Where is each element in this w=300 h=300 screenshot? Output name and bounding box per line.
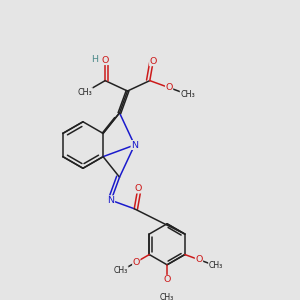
Text: CH₃: CH₃ bbox=[160, 293, 174, 300]
Text: O: O bbox=[134, 184, 142, 193]
Text: N: N bbox=[131, 140, 138, 149]
Text: O: O bbox=[195, 255, 203, 264]
Text: CH₃: CH₃ bbox=[114, 266, 128, 275]
Text: O: O bbox=[164, 275, 171, 284]
Text: O: O bbox=[165, 83, 173, 92]
Text: O: O bbox=[101, 56, 109, 64]
Text: CH₃: CH₃ bbox=[208, 261, 223, 270]
Text: O: O bbox=[149, 57, 157, 66]
Text: N: N bbox=[108, 196, 115, 205]
Text: CH₃: CH₃ bbox=[180, 90, 195, 99]
Text: H: H bbox=[91, 55, 98, 64]
Text: CH₃: CH₃ bbox=[78, 88, 92, 97]
Text: O: O bbox=[133, 258, 140, 267]
